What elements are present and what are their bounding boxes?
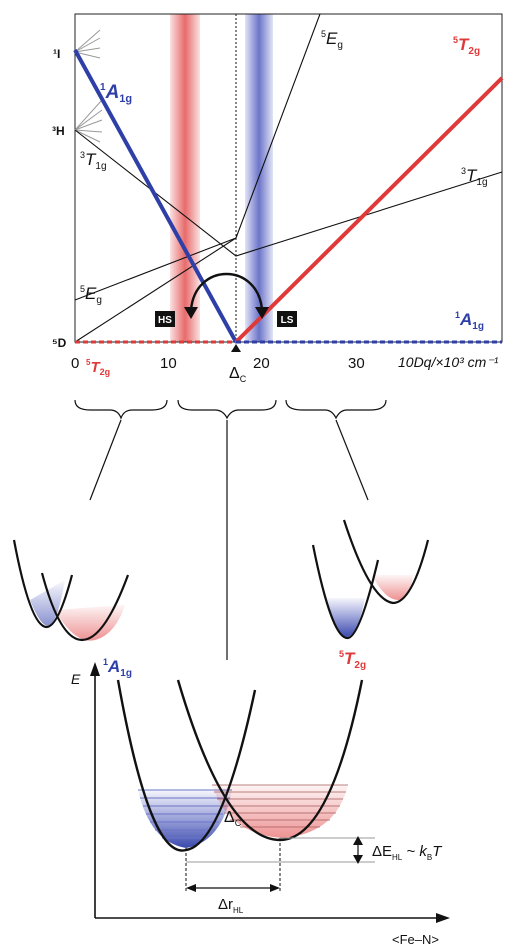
energy-axis-arrow — [90, 662, 100, 676]
term-label-D: ⁵D — [52, 336, 67, 350]
x-tick-30: 30 — [348, 355, 365, 372]
hs-badge — [155, 311, 175, 327]
x-tick-0: 0 — [71, 355, 79, 372]
region-braces — [74, 399, 387, 420]
hs-badge-text: HS — [158, 315, 172, 326]
energy-axis-label: E — [71, 671, 81, 687]
state-lines — [74, 13, 503, 343]
ls-small-wells — [311, 519, 430, 640]
top-T2g-label: 5T2g — [453, 35, 480, 57]
A1g-energy-line — [73, 49, 238, 343]
hs-arrowhead — [184, 307, 198, 319]
plot-frame — [74, 13, 503, 343]
delta-r-arrow-left — [186, 884, 196, 892]
A1g-curve-label: 1A1g — [103, 657, 132, 679]
hs-small-wells — [12, 539, 130, 642]
term-label-I: ¹I — [53, 47, 60, 61]
right-T1g-label: 3T1g — [461, 166, 488, 188]
T2g-curve-label: 5T2g — [339, 649, 366, 671]
term-splitting-fans — [74, 29, 103, 143]
hs-region-band — [170, 14, 200, 342]
left-T1g-label: 3T1g — [80, 150, 107, 172]
delta-c-label: ΔC — [229, 365, 247, 384]
spin-transition-arrow — [189, 273, 264, 311]
x-tick-10: 10 — [160, 355, 177, 372]
ls-badge-text: LS — [281, 315, 294, 326]
term-label-H: ³H — [52, 124, 65, 138]
T2g-energy-line — [234, 76, 504, 344]
low-Eg-label: 5Eg — [80, 284, 102, 306]
delta-c-marker — [231, 344, 241, 352]
connector-lines — [89, 419, 369, 660]
ls-badge — [277, 311, 297, 327]
x-tick-20: 20 — [253, 355, 270, 372]
x-axis-label: 10Dq/×10³ cm⁻¹ — [398, 354, 499, 370]
delta-r-label: ΔrHL — [218, 896, 244, 915]
left-A1g-label: 1A1g — [100, 82, 132, 105]
top-Eg-label: 5Eg — [321, 29, 343, 51]
delta-r-arrow-right — [270, 884, 280, 892]
coordinate-axis-arrow — [436, 913, 450, 923]
x-T2g-label: 5T2g — [86, 358, 110, 377]
ls-arrowhead — [255, 307, 269, 319]
tanabe-sugano-diagram: HS LS ¹I ³H ⁵D 1A1g 5Eg 5T2g 3T1g 3T1g — [52, 13, 504, 384]
delta-E-arrow-down — [353, 855, 363, 864]
coordinate-axis-label: <Fe–N> — [392, 932, 439, 947]
potential-energy-diagram: E 1A1g 5T2g ΔC ΔEHL ~ kBT ΔrHL <Fe–N> — [71, 649, 450, 947]
delta-E-arrow-up — [353, 836, 363, 845]
crossing-delta-c-label: ΔC — [224, 809, 242, 828]
right-A1g-label: 1A1g — [455, 310, 484, 332]
delta-E-label: ΔEHL ~ kBT — [372, 843, 443, 862]
